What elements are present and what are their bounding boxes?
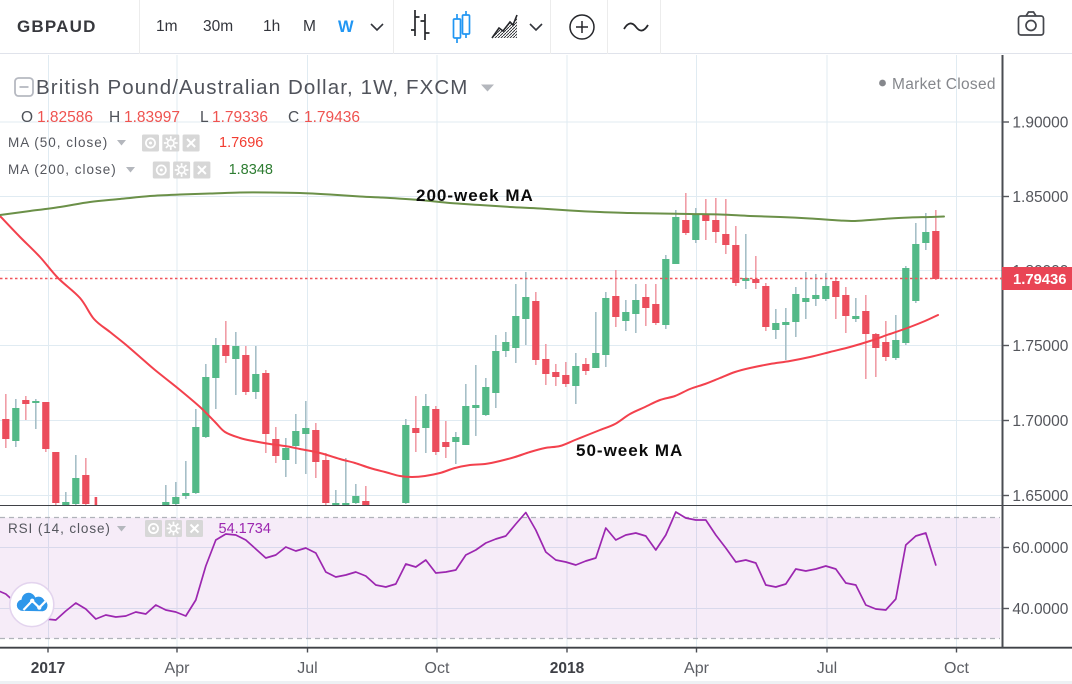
svg-text:RSI (14, close): RSI (14, close) (8, 521, 111, 536)
svg-text:200-week MA: 200-week MA (416, 186, 534, 205)
svg-text:British Pound/Australian Dolla: British Pound/Australian Dollar, 1W, FXC… (36, 76, 468, 99)
svg-text:1.85000: 1.85000 (1012, 189, 1068, 206)
svg-text:1.90000: 1.90000 (1012, 115, 1068, 132)
svg-text:MA (50, close): MA (50, close) (8, 135, 108, 150)
svg-text:54.1734: 54.1734 (219, 521, 271, 537)
svg-text:2017: 2017 (31, 660, 65, 677)
svg-text:50-week MA: 50-week MA (576, 441, 683, 460)
svg-text:L: L (200, 109, 209, 126)
svg-text:2018: 2018 (550, 660, 585, 677)
svg-text:1.82586: 1.82586 (37, 109, 93, 126)
svg-text:1.79436: 1.79436 (304, 109, 360, 126)
svg-text:1.70000: 1.70000 (1012, 413, 1068, 430)
svg-text:1.79336: 1.79336 (212, 109, 268, 126)
svg-text:H: H (109, 109, 120, 126)
svg-text:1.79436: 1.79436 (1013, 272, 1067, 288)
svg-text:40.0000: 40.0000 (1012, 601, 1068, 618)
svg-text:MA (200, close): MA (200, close) (8, 162, 117, 177)
svg-text:1.65000: 1.65000 (1012, 488, 1068, 505)
svg-text:O: O (21, 109, 33, 126)
svg-text:Jul: Jul (817, 660, 837, 677)
svg-text:1.8348: 1.8348 (229, 162, 273, 178)
svg-text:Oct: Oct (944, 660, 969, 677)
svg-text:Apr: Apr (165, 660, 191, 677)
svg-text:Apr: Apr (684, 660, 710, 677)
svg-text:1.7696: 1.7696 (219, 135, 263, 151)
svg-text:Jul: Jul (297, 660, 317, 677)
svg-text:60.0000: 60.0000 (1012, 540, 1068, 557)
svg-text:C: C (288, 109, 299, 126)
svg-text:1.83997: 1.83997 (124, 109, 180, 126)
svg-text:1.75000: 1.75000 (1012, 338, 1068, 355)
svg-text:Market Closed: Market Closed (892, 76, 996, 93)
svg-text:Oct: Oct (425, 660, 450, 677)
